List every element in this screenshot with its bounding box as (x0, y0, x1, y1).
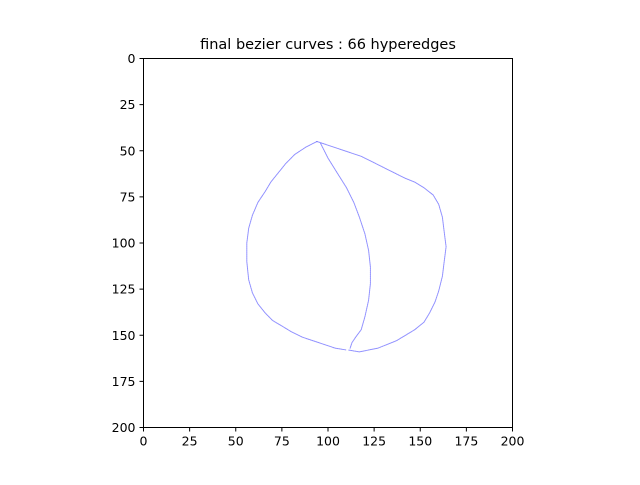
y-tick-label-0: 0 (128, 51, 136, 66)
bezier-curve-1 (246, 141, 347, 351)
x-tick-label-75: 75 (274, 434, 290, 449)
y-tick-label-175: 175 (112, 374, 136, 389)
curves-layer (246, 141, 447, 353)
y-tick-label-50: 50 (120, 143, 136, 158)
x-tick-label-200: 200 (501, 434, 525, 449)
y-tick-label-200: 200 (112, 420, 136, 435)
bezier-curve-3 (316, 141, 447, 353)
y-tick-label-100: 100 (112, 236, 136, 251)
x-tick-label-175: 175 (454, 434, 478, 449)
x-tick-label-0: 0 (140, 434, 148, 449)
y-tick-label-25: 25 (120, 97, 136, 112)
y-tick-label-125: 125 (112, 282, 136, 297)
x-tick-label-50: 50 (228, 434, 244, 449)
x-tick-label-100: 100 (316, 434, 340, 449)
y-tick-label-75: 75 (120, 189, 136, 204)
chart-title: final bezier curves : 66 hyperedges (200, 37, 456, 53)
y-tick-label-150: 150 (112, 328, 136, 343)
x-tick-label-150: 150 (408, 434, 432, 449)
axes-layer: 0 25 50 75 100 125 150 175 200 0 25 50 75 100 125 150 17… (112, 51, 525, 449)
bezier-curve-2 (320, 142, 371, 349)
x-tick-label-25: 25 (182, 434, 198, 449)
x-tick-label-125: 125 (362, 434, 386, 449)
